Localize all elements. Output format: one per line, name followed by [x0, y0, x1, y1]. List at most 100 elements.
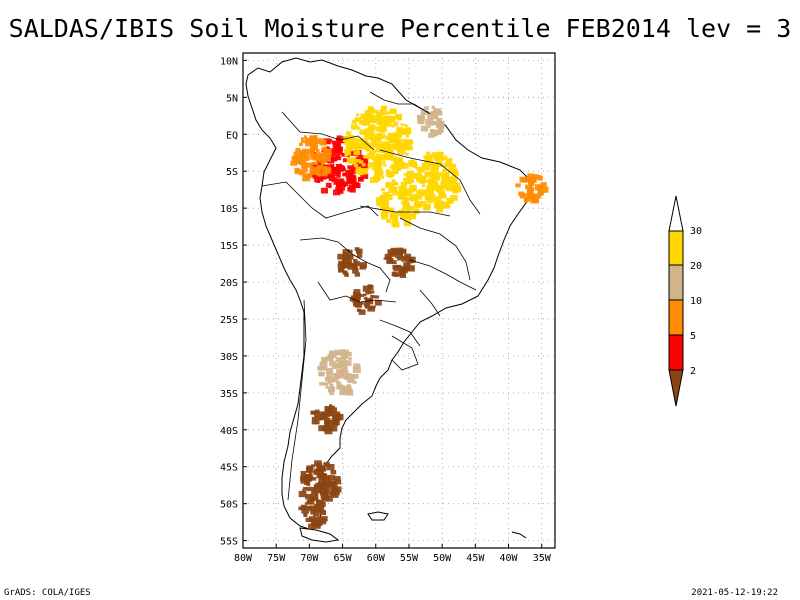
patch-cell [352, 299, 358, 304]
patch-cell [446, 198, 453, 203]
patch-cell [326, 372, 334, 379]
patch-cell [440, 193, 447, 199]
patch-cell [346, 374, 355, 381]
patch-cell [336, 156, 342, 161]
patch-cell [316, 506, 325, 513]
patch-cell [415, 167, 419, 170]
patch-cell [379, 204, 388, 211]
patch-cell [405, 204, 410, 208]
patch-cell [325, 386, 329, 389]
patch-cell [445, 158, 453, 164]
patch-cell [300, 140, 304, 143]
patch-cell [355, 302, 363, 308]
patch-cell [416, 114, 422, 119]
patch-cell [331, 152, 336, 157]
patch-cell [310, 156, 315, 160]
patch-cell [323, 155, 331, 162]
patch-cell [342, 249, 350, 255]
patch-cell [429, 179, 433, 183]
patch-cell [329, 491, 336, 497]
patch-cell [443, 183, 449, 188]
patch-cell [311, 496, 317, 501]
patch-cell [325, 480, 333, 487]
patch-cell [389, 165, 393, 169]
patch-cell [428, 154, 433, 159]
patch-cell [335, 377, 339, 380]
colorbar: 30 20 10 5 2 [668, 195, 702, 407]
patch-cell [368, 124, 376, 130]
patch-cell [425, 119, 433, 126]
patch-cell [381, 176, 385, 179]
patch-cell [308, 523, 316, 530]
patch-cell [314, 411, 322, 418]
patch-cell [298, 142, 303, 146]
patch-cell [380, 109, 384, 113]
patch-cell [302, 487, 307, 491]
patch-cell [311, 490, 317, 495]
patch-cell [330, 470, 337, 475]
patch-cell [375, 295, 380, 299]
patch-cell [318, 467, 325, 472]
patch-cell [364, 110, 371, 115]
patch-cell [311, 161, 316, 165]
x-tick-label: 70W [300, 553, 319, 564]
patch-cell [338, 267, 345, 273]
patch-cell [300, 507, 305, 511]
patch-cell [418, 114, 426, 120]
patch-cell [374, 169, 379, 174]
patch-cell [328, 185, 332, 189]
patch-cell [325, 182, 332, 188]
patch-cell [381, 116, 389, 123]
patch-cell [335, 142, 341, 147]
patch-cell [311, 416, 317, 421]
patch-cell [345, 389, 352, 395]
patch-cell [354, 117, 361, 123]
patch-cell [387, 250, 396, 257]
patch-cell [368, 119, 374, 123]
south-georgia [511, 531, 527, 539]
patch-cell [349, 297, 355, 302]
colorbar-bin-20-30 [668, 230, 684, 266]
patch-cell [406, 257, 414, 264]
patch-northern-patagonia [310, 404, 344, 435]
patch-cell [315, 149, 320, 153]
patch-cell [347, 136, 354, 142]
border-brazil-states-3 [359, 205, 451, 217]
patch-cell [439, 200, 443, 204]
colorbar-label-20: 20 [690, 261, 702, 272]
patch-cell [354, 272, 360, 277]
patch-cell [354, 247, 360, 251]
patch-cell [325, 495, 333, 502]
patch-cell [295, 148, 301, 153]
patch-cell [537, 176, 543, 181]
patch-cell [370, 176, 378, 183]
patch-cell [381, 199, 389, 206]
patch-cell [428, 158, 433, 161]
patch-cell [338, 260, 344, 266]
y-tick-label: EQ [226, 130, 238, 141]
patch-cell [366, 127, 375, 134]
patch-cell [436, 185, 442, 190]
patch-cell [348, 357, 352, 360]
patch-cell [448, 167, 455, 174]
patch-cell [352, 161, 357, 165]
patch-cell [348, 373, 352, 376]
patch-cell [362, 164, 369, 170]
patch-cell [367, 290, 372, 295]
patch-cell [443, 177, 449, 182]
patch-cell [304, 478, 310, 483]
patch-cell [352, 373, 359, 379]
patch-cell [421, 162, 428, 168]
patch-cell [345, 173, 352, 179]
patch-cell [347, 165, 352, 169]
patch-cell [361, 121, 367, 126]
patch-cell [398, 157, 404, 162]
patch-cell [336, 178, 344, 185]
patch-cell [413, 193, 418, 198]
patch-cell [431, 152, 439, 158]
patch-cell [391, 271, 398, 276]
patch-cell [452, 180, 457, 184]
patch-cell [312, 154, 320, 161]
patch-cell [305, 474, 313, 480]
patch-cell [367, 165, 372, 169]
